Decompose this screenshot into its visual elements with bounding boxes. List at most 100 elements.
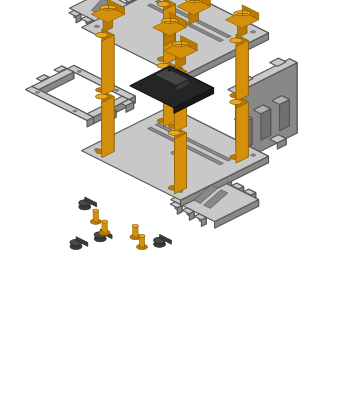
- Polygon shape: [143, 4, 148, 14]
- Polygon shape: [228, 59, 297, 93]
- Polygon shape: [199, 214, 206, 224]
- Ellipse shape: [70, 243, 82, 249]
- Ellipse shape: [234, 10, 251, 16]
- Polygon shape: [224, 177, 232, 187]
- Ellipse shape: [171, 151, 177, 154]
- Ellipse shape: [102, 220, 108, 223]
- Polygon shape: [82, 107, 268, 200]
- Polygon shape: [236, 34, 248, 96]
- Polygon shape: [32, 69, 74, 89]
- Polygon shape: [163, 66, 176, 127]
- Polygon shape: [253, 105, 271, 114]
- Polygon shape: [38, 72, 74, 96]
- Polygon shape: [104, 108, 116, 114]
- Polygon shape: [237, 183, 244, 193]
- Polygon shape: [93, 209, 98, 223]
- Ellipse shape: [93, 209, 99, 212]
- Polygon shape: [164, 30, 174, 46]
- Polygon shape: [164, 0, 174, 2]
- Polygon shape: [227, 181, 232, 189]
- Polygon shape: [129, 0, 134, 8]
- Polygon shape: [103, 12, 113, 28]
- Polygon shape: [154, 68, 189, 86]
- Polygon shape: [103, 4, 120, 19]
- Ellipse shape: [251, 154, 256, 156]
- Polygon shape: [136, 1, 148, 7]
- Polygon shape: [215, 199, 259, 228]
- Polygon shape: [261, 109, 271, 140]
- Polygon shape: [102, 35, 114, 96]
- Ellipse shape: [139, 84, 143, 86]
- Polygon shape: [176, 79, 189, 91]
- Polygon shape: [130, 66, 214, 108]
- Polygon shape: [289, 59, 297, 133]
- Polygon shape: [244, 114, 252, 145]
- Ellipse shape: [230, 100, 242, 104]
- Polygon shape: [181, 156, 268, 207]
- Polygon shape: [174, 71, 187, 133]
- Polygon shape: [103, 0, 146, 20]
- Polygon shape: [41, 77, 49, 87]
- Ellipse shape: [172, 100, 176, 102]
- Polygon shape: [85, 197, 97, 207]
- Polygon shape: [32, 86, 93, 124]
- Polygon shape: [270, 58, 286, 66]
- Ellipse shape: [168, 124, 181, 129]
- Polygon shape: [189, 211, 194, 220]
- Ellipse shape: [154, 241, 166, 247]
- Ellipse shape: [251, 31, 256, 33]
- Polygon shape: [54, 66, 66, 72]
- Polygon shape: [182, 208, 194, 214]
- Polygon shape: [147, 127, 223, 165]
- Polygon shape: [174, 65, 187, 126]
- Ellipse shape: [96, 87, 108, 92]
- Ellipse shape: [171, 28, 177, 31]
- Polygon shape: [112, 0, 119, 1]
- Polygon shape: [277, 62, 286, 73]
- Polygon shape: [164, 25, 174, 41]
- Polygon shape: [87, 96, 129, 117]
- Ellipse shape: [73, 110, 77, 112]
- Ellipse shape: [94, 232, 106, 238]
- Ellipse shape: [157, 63, 169, 68]
- Polygon shape: [181, 33, 268, 83]
- Polygon shape: [102, 90, 114, 152]
- Polygon shape: [87, 117, 93, 127]
- Polygon shape: [170, 178, 259, 222]
- Ellipse shape: [79, 200, 91, 206]
- Ellipse shape: [99, 230, 110, 235]
- Polygon shape: [98, 23, 105, 33]
- Polygon shape: [122, 96, 129, 106]
- Ellipse shape: [132, 224, 139, 228]
- Polygon shape: [181, 35, 197, 50]
- Ellipse shape: [172, 42, 189, 46]
- Polygon shape: [282, 96, 289, 126]
- Polygon shape: [237, 151, 253, 160]
- Polygon shape: [239, 187, 244, 195]
- Polygon shape: [174, 127, 187, 188]
- Polygon shape: [93, 23, 105, 29]
- Ellipse shape: [168, 69, 181, 74]
- Polygon shape: [244, 79, 253, 89]
- Polygon shape: [177, 205, 182, 214]
- Ellipse shape: [79, 204, 91, 210]
- Ellipse shape: [96, 33, 108, 37]
- Polygon shape: [249, 189, 256, 199]
- Polygon shape: [76, 237, 88, 247]
- Ellipse shape: [115, 89, 119, 91]
- Polygon shape: [108, 0, 125, 14]
- Polygon shape: [237, 17, 247, 33]
- Ellipse shape: [161, 19, 178, 23]
- Polygon shape: [194, 185, 218, 204]
- Polygon shape: [225, 11, 259, 28]
- Polygon shape: [278, 58, 286, 68]
- Ellipse shape: [201, 86, 204, 88]
- Polygon shape: [102, 220, 107, 234]
- Ellipse shape: [94, 25, 99, 27]
- Ellipse shape: [178, 190, 183, 193]
- Polygon shape: [204, 190, 228, 208]
- Polygon shape: [127, 0, 134, 6]
- Polygon shape: [133, 225, 138, 238]
- Polygon shape: [129, 100, 134, 108]
- Polygon shape: [277, 139, 286, 149]
